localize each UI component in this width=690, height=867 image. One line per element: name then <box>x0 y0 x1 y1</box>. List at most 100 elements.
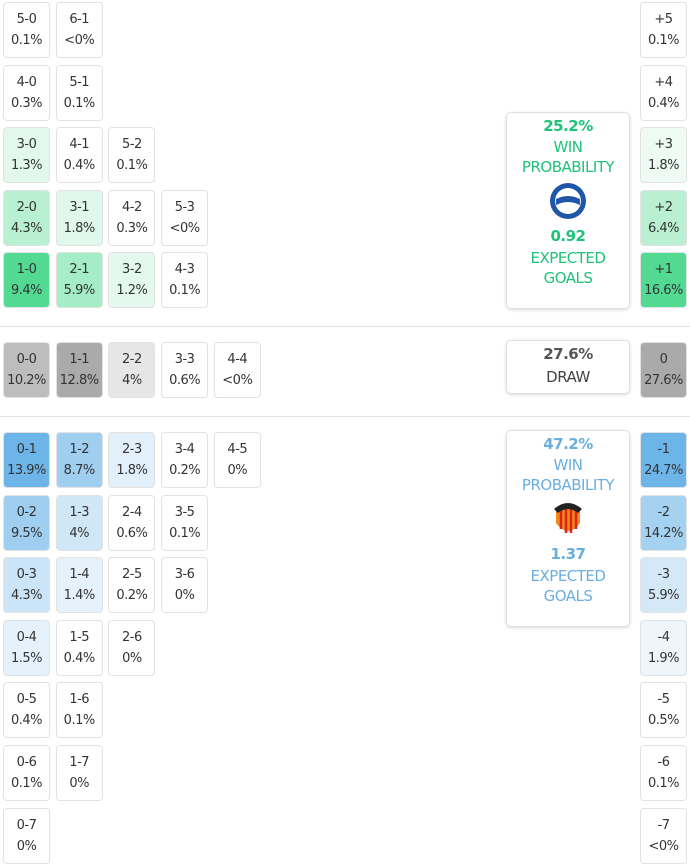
score-cell-label: 3-0 <box>16 137 37 152</box>
margin-cell: -6 0.1% <box>640 745 687 801</box>
score-cell: 6-1 <0% <box>55 2 103 58</box>
draw-label: DRAW <box>546 368 590 386</box>
home-win-pct: 25.2% <box>543 117 593 135</box>
home-xg: 0.92 <box>550 227 586 245</box>
score-cell-label: 0-7 <box>16 817 37 833</box>
score-cell-label: 1-0 <box>16 262 37 277</box>
score-cell-label: 0-0 <box>16 352 37 367</box>
draw-summary: 27.6% DRAW <box>506 340 630 394</box>
margin-cell-label: 0 <box>659 352 668 367</box>
score-cell: 3-4 0.2% <box>161 432 209 488</box>
score-cell-pct: 0.6% <box>169 373 201 388</box>
score-cell-label: 1-1 <box>69 352 90 367</box>
score-cell-pct: 0.1% <box>10 776 43 791</box>
score-cell-label: 2-6 <box>122 629 142 645</box>
score-cell: 4-0 0.3% <box>3 64 50 121</box>
score-cell-pct: 0.1% <box>63 95 96 111</box>
score-cell: 3-2 1.2% <box>108 252 156 308</box>
score-cell-label: 2-2 <box>122 352 142 367</box>
margin-cell: -2 14.2% <box>640 494 687 551</box>
draw-pct: 27.6% <box>543 345 593 363</box>
home-summary: 25.2% WIN PROBABILITY 0.92 EXPECTED GOAL… <box>506 112 630 309</box>
margin-cell-label: -1 <box>657 442 670 457</box>
score-cell: 4-4 <0% <box>213 342 261 398</box>
score-cell-label: 1-3 <box>69 504 90 520</box>
divider <box>0 326 690 327</box>
score-cell: 3-5 0.1% <box>161 494 209 551</box>
score-cell-pct: 4.3% <box>10 588 43 604</box>
score-cell-pct: 0% <box>227 463 248 478</box>
score-cell: 0-2 9.5% <box>3 494 50 551</box>
margin-cell-pct: 16.6% <box>644 283 683 298</box>
score-cell: 2-0 4.3% <box>3 189 50 246</box>
margin-cell: +3 1.8% <box>640 127 687 183</box>
score-cell-label: 3-4 <box>174 442 195 457</box>
score-cell-label: 1-5 <box>69 629 90 645</box>
score-cell-pct: 0.1% <box>169 283 201 298</box>
score-cell-label: 0-6 <box>16 755 37 770</box>
score-cell-pct: 12.8% <box>59 373 99 388</box>
score-cell: 3-1 1.8% <box>55 189 103 246</box>
margin-cell-label: +3 <box>654 137 673 152</box>
score-cell: 2-5 0.2% <box>108 557 156 614</box>
margin-cell-label: +2 <box>654 199 673 215</box>
margin-cell-pct: 0.1% <box>647 776 680 791</box>
score-cell: 1-4 1.4% <box>55 557 103 614</box>
score-cell: 4-1 0.4% <box>55 127 103 183</box>
margin-cell: +4 0.4% <box>640 64 687 121</box>
margin-cell: +2 6.4% <box>640 189 687 246</box>
margin-cell-pct: 1.9% <box>647 650 680 666</box>
score-cell-pct: 0.1% <box>10 33 43 48</box>
score-cell: 0-5 0.4% <box>3 682 50 739</box>
score-cell-pct: 9.5% <box>10 525 43 541</box>
score-cell-pct: 1.4% <box>63 588 96 604</box>
score-cell-pct: <0% <box>222 373 253 388</box>
score-cell-pct: 0.4% <box>63 650 96 666</box>
score-cell-label: 0-1 <box>16 442 37 457</box>
margin-cell: -7 <0% <box>640 807 687 864</box>
score-cell-label: 2-3 <box>122 442 142 457</box>
score-cell-pct: 0.4% <box>63 158 96 173</box>
score-cell-pct: 1.3% <box>10 158 43 173</box>
away-logo <box>554 503 582 533</box>
margin-cell: -3 5.9% <box>640 557 687 614</box>
score-cell-label: 0-4 <box>16 629 37 645</box>
score-cell-pct: 4% <box>122 373 142 388</box>
score-cell-label: 2-1 <box>69 262 90 277</box>
margin-cell: 0 27.6% <box>640 342 687 398</box>
margin-cell-pct: 0.1% <box>647 33 680 48</box>
margin-cell-pct: 24.7% <box>644 463 683 478</box>
score-cell-pct: 0.3% <box>116 220 148 236</box>
score-cell-label: 5-1 <box>69 74 90 90</box>
score-cell: 0-7 0% <box>3 807 50 864</box>
score-cell: 1-5 0.4% <box>55 619 103 676</box>
score-cell-label: 5-3 <box>174 199 195 215</box>
margin-cell-label: -7 <box>657 817 670 833</box>
margin-cell-pct: 27.6% <box>644 373 683 388</box>
margin-cell-label: -5 <box>657 692 670 708</box>
score-cell-pct: 0.1% <box>116 158 148 173</box>
score-cell: 0-3 4.3% <box>3 557 50 614</box>
score-cell: 4-5 0% <box>213 432 261 488</box>
score-cell-pct: 0% <box>69 776 89 791</box>
margin-cell: +1 16.6% <box>640 252 687 308</box>
score-cell-label: 2-0 <box>16 199 37 215</box>
score-cell-pct: 0.4% <box>10 713 43 729</box>
score-cell: 2-3 1.8% <box>108 432 156 488</box>
margin-cell-label: -2 <box>657 504 670 520</box>
score-cell-pct: 1.2% <box>116 283 148 298</box>
score-cell-label: 1-6 <box>69 692 90 708</box>
divider <box>0 416 690 417</box>
score-cell-pct: <0% <box>64 33 95 48</box>
score-cell: 5-0 0.1% <box>3 2 50 58</box>
score-cell: 1-6 0.1% <box>55 682 103 739</box>
score-cell-label: 4-4 <box>227 352 248 367</box>
score-cell-pct: 13.9% <box>7 463 46 478</box>
margin-cell-label: -4 <box>657 629 670 645</box>
margin-cell: -5 0.5% <box>640 682 687 739</box>
score-cell: 3-3 0.6% <box>161 342 209 398</box>
margin-cell-pct: 5.9% <box>647 588 680 604</box>
score-cell-pct: 8.7% <box>63 463 96 478</box>
score-cell-label: 0-3 <box>16 567 37 583</box>
score-cell-pct: 10.2% <box>7 373 46 388</box>
